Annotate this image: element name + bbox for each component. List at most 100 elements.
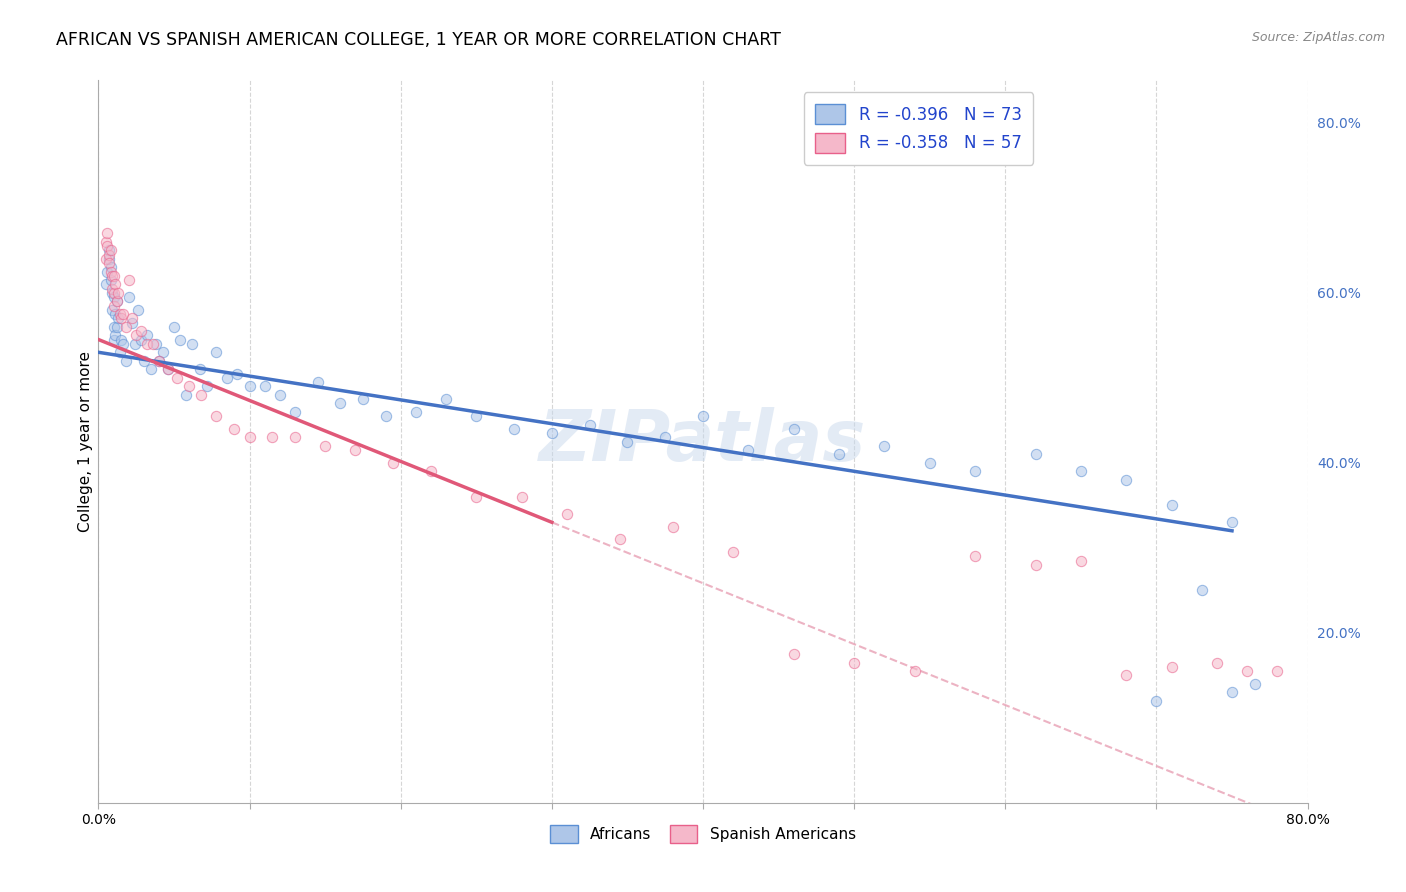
Point [100,273,122,287]
Point [135,336,157,351]
Point [108,345,131,359]
Point [284,430,307,444]
Point [94,277,117,292]
Text: ZIPatlas: ZIPatlas [540,407,866,476]
Point [103,268,125,283]
Point [269,388,291,402]
Point [344,443,367,458]
Point [188,362,211,376]
Point [104,307,127,321]
Point [434,392,457,406]
Point [374,409,396,423]
Point [405,405,427,419]
Point [118,290,141,304]
Point [1144,694,1167,708]
Point [110,311,132,326]
Point [121,311,143,326]
Point [224,422,246,436]
Point [94,252,117,266]
Point [578,417,600,432]
Point [1220,516,1243,530]
Point [103,290,125,304]
Point [1160,498,1182,512]
Point [98,256,121,270]
Point [101,268,124,283]
Point [195,379,218,393]
Point [382,456,405,470]
Point [100,260,122,275]
Point [96,264,118,278]
Point [329,396,352,410]
Point [148,353,170,368]
Point [1024,558,1046,572]
Point [904,664,927,678]
Point [352,392,374,406]
Point [114,319,136,334]
Point [114,353,136,368]
Point [1024,447,1046,461]
Point [96,227,118,241]
Point [465,490,488,504]
Point [118,273,141,287]
Point [190,388,212,402]
Point [111,336,134,351]
Point [965,549,987,564]
Point [510,490,533,504]
Point [1191,583,1213,598]
Point [100,244,122,258]
Point [108,307,131,321]
Point [103,299,125,313]
Point [156,362,179,376]
Point [179,379,201,393]
Point [105,319,128,334]
Point [96,239,118,253]
Point [169,333,191,347]
Point [555,507,578,521]
Point [127,302,149,317]
Point [152,345,174,359]
Point [125,328,148,343]
Point [239,379,262,393]
Point [1160,660,1182,674]
Point [503,422,526,436]
Point [226,367,249,381]
Point [103,333,125,347]
Point [104,277,127,292]
Point [1115,473,1137,487]
Point [540,425,562,440]
Point [239,430,262,444]
Point [105,294,128,309]
Point [1206,656,1229,670]
Point [465,409,488,423]
Point [1115,668,1137,682]
Point [783,647,806,661]
Point [873,439,896,453]
Point [737,443,759,458]
Point [1243,677,1265,691]
Point [105,294,128,309]
Text: AFRICAN VS SPANISH AMERICAN COLLEGE, 1 YEAR OR MORE CORRELATION CHART: AFRICAN VS SPANISH AMERICAN COLLEGE, 1 Y… [56,31,782,49]
Point [314,439,336,453]
Point [420,464,443,478]
Y-axis label: College, 1 year or more: College, 1 year or more [77,351,93,532]
Point [145,336,167,351]
Point [163,319,186,334]
Point [100,264,122,278]
Point [1267,664,1289,678]
Point [101,302,124,317]
Point [107,311,129,326]
Point [918,456,941,470]
Point [654,430,676,444]
Point [844,656,866,670]
Point [141,362,163,376]
Legend: Africans, Spanish Americans: Africans, Spanish Americans [544,819,862,849]
Point [156,362,179,376]
Point [107,285,129,300]
Point [101,285,124,300]
Point [1220,685,1243,699]
Point [723,545,745,559]
Point [828,447,851,461]
Point [121,316,143,330]
Point [104,328,127,343]
Point [110,333,132,347]
